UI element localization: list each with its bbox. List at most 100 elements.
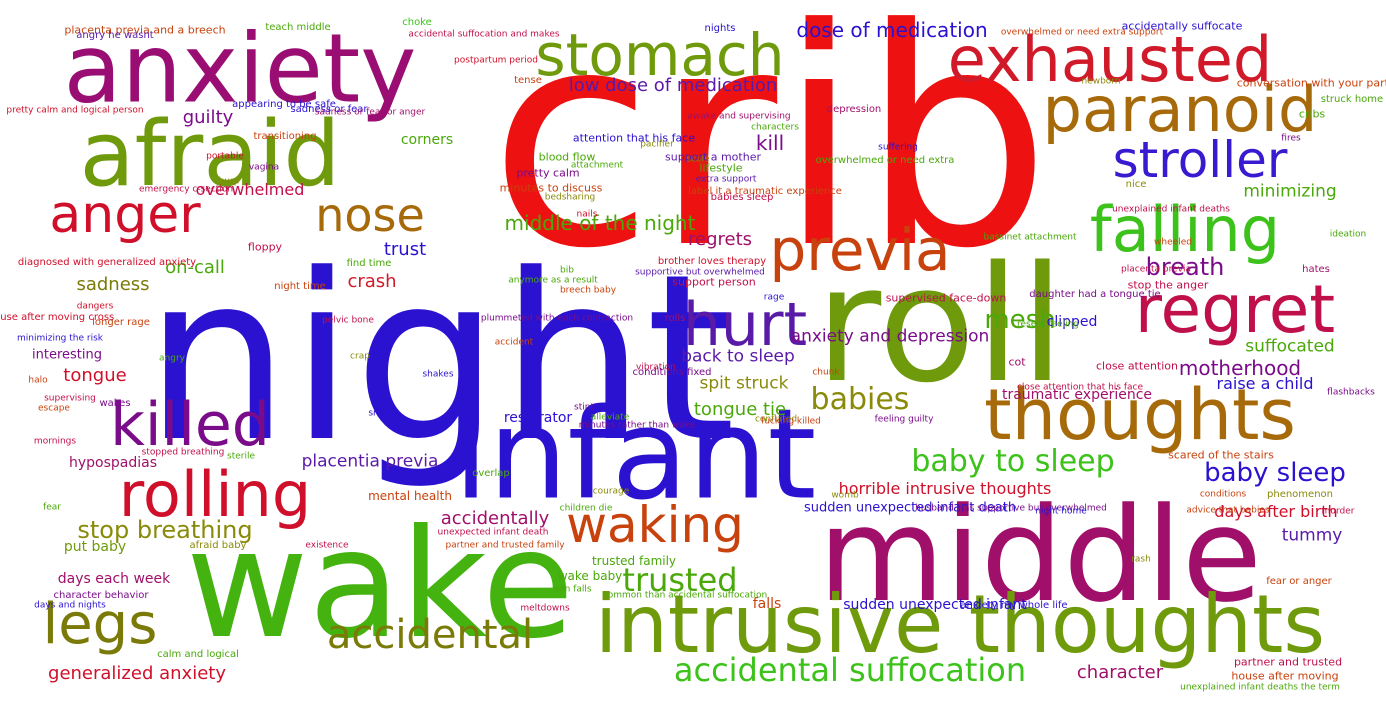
cloud-word: wake [185, 498, 575, 672]
cloud-word: interesting [32, 347, 102, 363]
cloud-word: minimizing [1243, 181, 1337, 202]
cloud-word: middle of the night [504, 211, 696, 235]
cloud-word: unexplained infant deaths the term [1180, 682, 1340, 693]
cloud-word: hurt [682, 290, 808, 360]
cloud-word: nice [1125, 179, 1147, 190]
cloud-word: supervised face-down [885, 291, 1007, 305]
cloud-word: pacifier [640, 139, 674, 150]
cloud-word: sudden unexpected infant [843, 597, 1027, 613]
cloud-word: trusted [622, 561, 738, 599]
cloud-word: roll [815, 231, 1065, 418]
cloud-word: dose of medication [796, 18, 988, 42]
cloud-word: newborn [1081, 76, 1121, 87]
cloud-word: unexplained infant deaths [1112, 204, 1230, 215]
cloud-word: infant [453, 382, 817, 528]
cloud-word: support a mother [665, 150, 761, 164]
cloud-word: sadness [76, 274, 150, 295]
cloud-word: awake and supervising [687, 111, 791, 122]
cloud-word: afraid baby [189, 540, 247, 551]
cloud-word: babies [810, 382, 910, 417]
cloud-word: breech baby [559, 285, 617, 296]
cloud-word: placenta previa [1121, 264, 1191, 275]
cloud-word: tense [514, 75, 542, 86]
cloud-word: transitioning [253, 131, 317, 142]
cloud-word: pretty calm and logical person [6, 105, 144, 116]
cloud-word: character behavior [53, 590, 149, 601]
cloud-word: murder [1321, 506, 1355, 517]
cloud-word: corners [400, 132, 454, 148]
cloud-word: tongue [63, 365, 127, 386]
cloud-word: intrusive thoughts [594, 578, 1326, 671]
cloud-word: traumatic experience [1001, 387, 1153, 403]
cloud-word: close attention [1095, 359, 1179, 373]
cloud-word: courage [592, 486, 630, 497]
cloud-word: overwhelmed or need extra [815, 155, 955, 166]
cloud-word: husband was supportive but overwhelmed [915, 503, 1107, 514]
cloud-word: pelvic bone [322, 315, 374, 326]
cloud-word: alleviate [590, 412, 630, 423]
cloud-word: portable [206, 151, 244, 162]
cloud-word: middle [818, 479, 1262, 631]
cloud-word: meltdowns [520, 603, 570, 614]
cloud-word: fires [1281, 133, 1301, 144]
cloud-word: sadness or fear [290, 104, 368, 115]
cloud-word: exhausted [947, 23, 1273, 96]
cloud-word: character [1076, 662, 1164, 683]
cloud-word: overwhelmed or need extra support [1000, 27, 1164, 38]
cloud-word: diagnosed with generalized anxiety [17, 257, 197, 268]
cloud-word: crash [347, 271, 397, 292]
cloud-word: back to sleep [681, 346, 795, 367]
cloud-word: days each week [57, 571, 171, 587]
cloud-word: killed [110, 390, 270, 460]
cloud-word: existence [305, 540, 349, 551]
cloud-word: on-call [165, 257, 225, 278]
cloud-word: previa [769, 216, 951, 284]
cloud-word: cot [1008, 355, 1026, 369]
cloud-word: wakes [99, 398, 131, 409]
cloud-word: hypospadias [68, 455, 158, 471]
cloud-word: extra support [695, 174, 757, 185]
cloud-word: conditions [1199, 489, 1247, 500]
cloud-word: ideation [1329, 229, 1367, 240]
cloud-word: calm and logical [157, 649, 239, 660]
cloud-word: anymore as a result [508, 275, 598, 286]
cloud-word: overlap [472, 468, 510, 479]
cloud-word: crap [350, 351, 370, 362]
cloud-word: babies sleep [710, 192, 774, 203]
cloud-word: chunk [812, 367, 840, 378]
cloud-word: postpartum period [454, 55, 538, 66]
cloud-word: attachment [570, 160, 624, 171]
cloud-word: thoughts [984, 374, 1296, 456]
cloud-word: plummeted with each contraction [480, 313, 634, 324]
cloud-word: accidentally [440, 508, 550, 529]
cloud-word: womb [831, 490, 859, 501]
cloud-word: nails [576, 209, 598, 220]
cloud-word: attention that his face [572, 131, 696, 145]
cloud-word: breath [1145, 253, 1225, 281]
cloud-word: longer rage [92, 317, 150, 328]
cloud-word: common than accidental suffocation [602, 590, 768, 601]
cloud-word: accident [494, 337, 534, 348]
cloud-word: overwhelmed [195, 180, 305, 199]
cloud-word: choke [402, 17, 432, 28]
cloud-word: floppy [247, 240, 283, 254]
cloud-word: night time [274, 281, 326, 292]
cloud-word: rolling [118, 458, 312, 531]
cloud-word: sudden unexpected infant death [803, 500, 1017, 516]
cloud-word: escape [38, 403, 70, 414]
cloud-word: conditions fixed [632, 367, 712, 378]
cloud-word: days and nights [34, 600, 106, 611]
cloud-word: regrets [687, 229, 753, 250]
cloud-word: bib [560, 265, 574, 276]
cloud-word: children die [559, 503, 613, 514]
cloud-word: vibration [636, 362, 676, 373]
cloud-word: advice that babies [1186, 505, 1270, 516]
cloud-word: mesh [984, 305, 1056, 335]
cloud-word: pretty calm [516, 166, 580, 180]
cloud-word: spit struck [699, 373, 789, 394]
cloud-word: placenta previa and a breech [64, 23, 226, 37]
cloud-word: house after moving [1231, 669, 1339, 683]
cloud-word: generalized anxiety [48, 663, 226, 684]
cloud-word: burp [218, 176, 240, 187]
